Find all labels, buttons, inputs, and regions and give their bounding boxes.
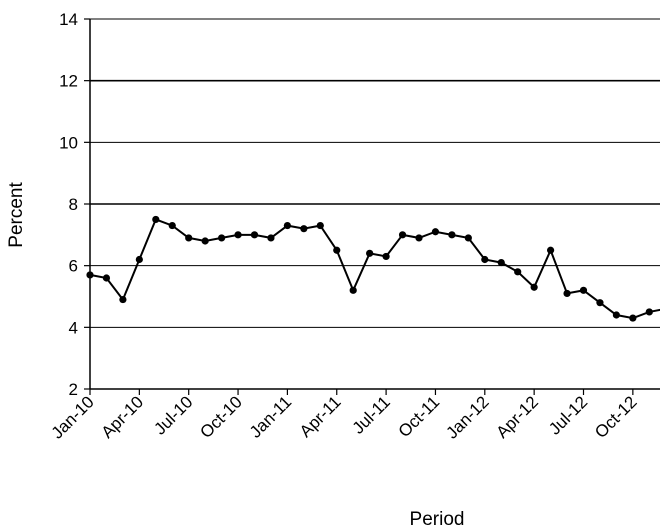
grid-lines (90, 18, 660, 328)
x-tick-label: Oct-10 (196, 392, 246, 442)
data-point (596, 299, 604, 307)
data-point (612, 311, 621, 319)
data-point (563, 289, 571, 298)
data-point (530, 283, 538, 291)
data-point (448, 231, 456, 239)
data-point (234, 231, 242, 239)
y-tick-label: 10 (59, 133, 78, 152)
data-point (398, 231, 407, 239)
y-axis-ticks: 2 4 6 8 10 12 14 (59, 10, 90, 399)
x-tick-label: Jan-11 (246, 392, 295, 441)
x-tick-label: Apr-10 (98, 392, 148, 442)
x-tick-label: Jan-12 (442, 392, 492, 442)
data-point (168, 221, 176, 230)
data-point (382, 252, 390, 261)
data-point (152, 215, 160, 224)
y-tick-label: 6 (69, 257, 78, 276)
series-line (89, 218, 660, 320)
data-point (250, 231, 259, 239)
y-tick-label: 4 (69, 318, 78, 337)
data-point (366, 249, 374, 257)
data-point (267, 234, 275, 242)
y-tick-label: 14 (59, 10, 78, 29)
x-axis-label: Period (410, 509, 465, 530)
data-point (579, 286, 588, 294)
data-point (514, 268, 522, 276)
data-point (547, 246, 555, 254)
data-point (415, 234, 423, 242)
x-tick-label: Jul-12 (545, 392, 591, 438)
y-tick-label: 2 (69, 380, 78, 399)
data-point (218, 234, 226, 242)
data-point (464, 234, 472, 242)
data-point (333, 246, 341, 254)
data-point (135, 255, 143, 264)
y-tick-label: 8 (69, 195, 78, 214)
data-point (629, 314, 637, 322)
data-point (349, 286, 357, 294)
data-point (86, 271, 94, 279)
y-axis-label: Percent (6, 182, 27, 248)
y-tick-label: 12 (59, 72, 78, 91)
x-tick-label: Apr-12 (492, 392, 542, 442)
data-point (645, 308, 653, 316)
data-point (481, 255, 489, 264)
data-point (431, 228, 440, 236)
x-tick-label: Jul-10 (150, 392, 196, 438)
data-point (300, 225, 308, 233)
data-point (316, 221, 324, 230)
x-tick-label: Oct-12 (591, 392, 641, 442)
data-point (283, 221, 291, 230)
series-group (86, 215, 660, 322)
data-point (102, 274, 111, 282)
x-tick-label: Oct-11 (395, 392, 444, 441)
x-tick-label: Jul-11 (349, 392, 394, 437)
data-point (185, 234, 193, 242)
x-axis-ticks: Jan-10 Apr-10 Jul-10 Oct-10 Jan-11 Apr-11 Jul-… (48, 389, 641, 443)
data-point (119, 295, 127, 304)
x-tick-label: Apr-11 (296, 392, 345, 441)
data-point (497, 258, 505, 267)
x-tick-label: Jan-10 (48, 392, 98, 442)
data-point (201, 237, 209, 245)
